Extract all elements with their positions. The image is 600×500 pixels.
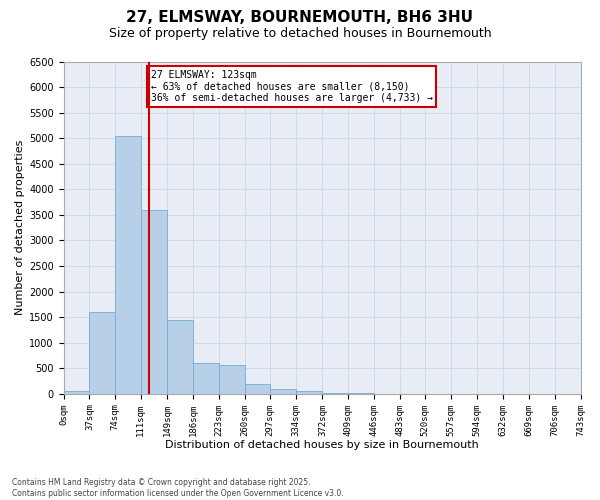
Bar [245,384,270,394]
Bar [270,388,296,394]
Text: Size of property relative to detached houses in Bournemouth: Size of property relative to detached ho… [109,28,491,40]
Bar [141,210,167,394]
Bar [193,363,219,394]
Text: 27 ELMSWAY: 123sqm
← 63% of detached houses are smaller (8,150)
36% of semi-deta: 27 ELMSWAY: 123sqm ← 63% of detached hou… [151,70,433,103]
Y-axis label: Number of detached properties: Number of detached properties [15,140,25,316]
Bar [322,393,348,394]
Bar [115,136,141,394]
X-axis label: Distribution of detached houses by size in Bournemouth: Distribution of detached houses by size … [165,440,479,450]
Bar [219,365,245,394]
Bar [296,392,322,394]
Bar [89,312,115,394]
Bar [167,320,193,394]
Bar [64,392,89,394]
Text: 27, ELMSWAY, BOURNEMOUTH, BH6 3HU: 27, ELMSWAY, BOURNEMOUTH, BH6 3HU [127,10,473,25]
Text: Contains HM Land Registry data © Crown copyright and database right 2025.
Contai: Contains HM Land Registry data © Crown c… [12,478,344,498]
